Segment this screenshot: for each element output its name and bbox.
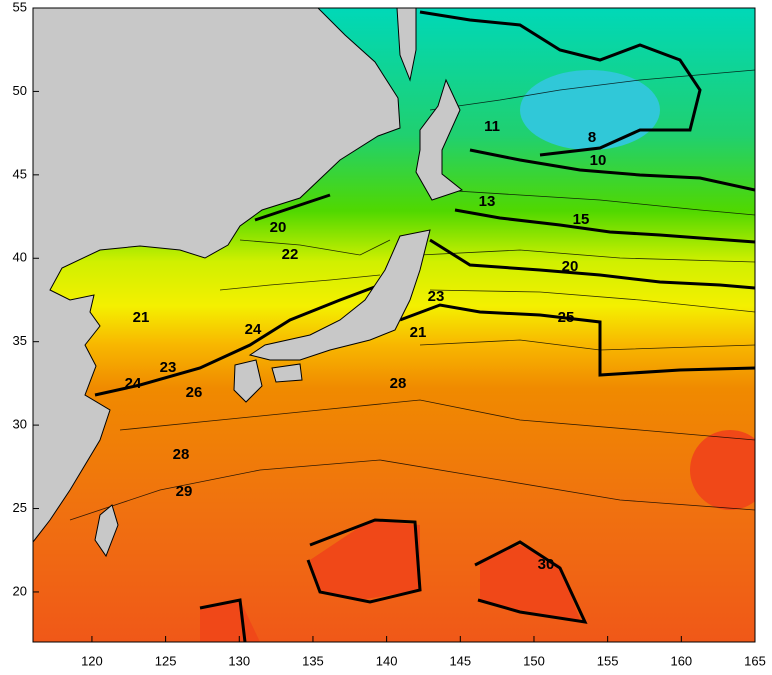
contour-label: 21	[133, 309, 150, 326]
x-tick-label: 130	[228, 653, 250, 668]
land-taiwan	[94, 504, 119, 558]
x-tick-label: 135	[302, 653, 324, 668]
contour-label: 30	[538, 556, 555, 573]
x-tick-label: 145	[449, 653, 471, 668]
y-tick-label: 50	[13, 83, 27, 98]
contour-label: 20	[270, 219, 287, 236]
contour-label: 15	[573, 211, 590, 228]
y-tick-label: 20	[13, 583, 27, 598]
x-tick-label: 125	[155, 653, 177, 668]
land-hokkaido	[415, 78, 464, 201]
land-honshu	[248, 229, 431, 361]
contour-label: 20	[562, 258, 579, 275]
contour-label: 21	[410, 324, 427, 341]
cold-pool	[520, 70, 660, 150]
warm-patch	[200, 520, 580, 642]
map-body	[33, 8, 755, 642]
x-tick-label: 165	[744, 653, 766, 668]
contour-label: 24	[245, 321, 262, 338]
land-sakhalin	[396, 8, 417, 82]
y-tick-label: 55	[13, 0, 27, 14]
y-tick-label: 25	[13, 500, 27, 515]
x-tick-label: 155	[597, 653, 619, 668]
contour-label: 28	[173, 446, 190, 463]
contour-label: 23	[428, 288, 445, 305]
contour-label: 29	[176, 483, 193, 500]
contour-label: 22	[282, 246, 299, 263]
major-contours	[94, 10, 755, 642]
x-tick-label: 160	[670, 653, 692, 668]
minor-contours	[69, 69, 755, 521]
contour-label: 10	[590, 152, 607, 169]
y-tick-label: 35	[13, 333, 27, 348]
x-tick-label: 150	[523, 653, 545, 668]
x-tick-label: 120	[81, 653, 103, 668]
contour-label: 26	[186, 384, 203, 401]
contour-label: 24	[125, 375, 142, 392]
y-tick-label: 30	[13, 417, 27, 432]
contour-label: 25	[558, 309, 575, 326]
land-kyushu	[233, 359, 263, 403]
y-tick-label: 40	[13, 250, 27, 265]
contour-label: 8	[588, 129, 596, 146]
contour-label: 28	[390, 375, 407, 392]
warm-pool	[690, 430, 755, 510]
map-frame	[32, 7, 756, 643]
y-tick-label: 45	[13, 166, 27, 181]
contour-label: 13	[479, 193, 496, 210]
land-mainland	[33, 8, 401, 543]
contour-label: 23	[160, 359, 177, 376]
land-shikoku	[271, 363, 303, 383]
x-tick-label: 140	[376, 653, 398, 668]
contour-label: 11	[484, 118, 500, 135]
